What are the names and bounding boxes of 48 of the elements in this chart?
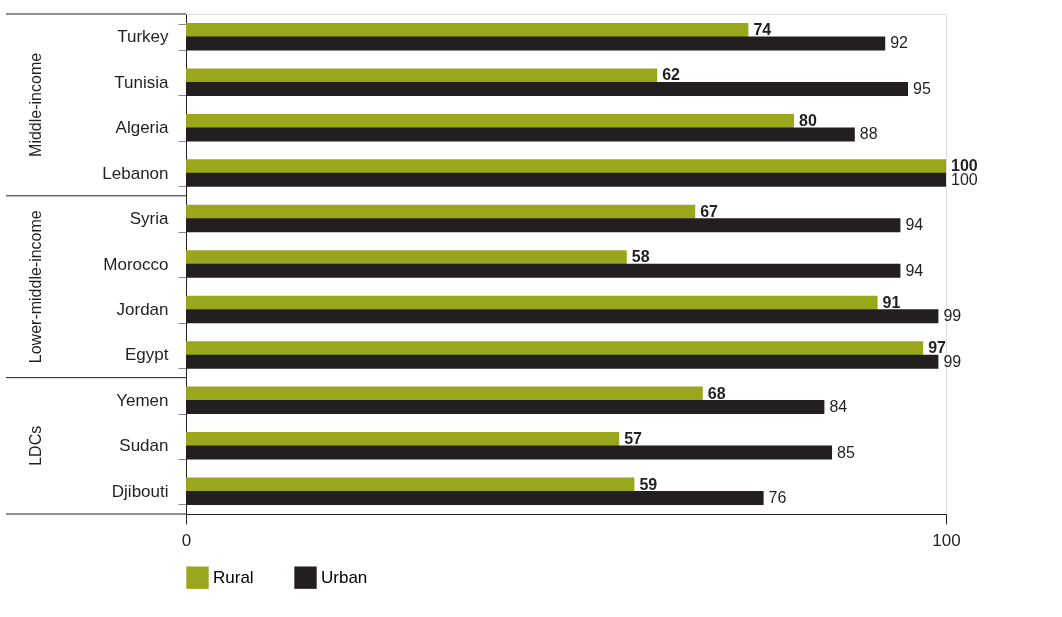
data-label: 59	[639, 475, 658, 493]
data-label: 84	[829, 398, 848, 416]
data-label: 88	[859, 125, 878, 143]
y-tick-label: Lebanon	[102, 163, 169, 183]
y-tick-label: Algeria	[115, 118, 170, 138]
text: LDCs	[27, 425, 44, 466]
bar	[186, 432, 620, 447]
data-label: 100	[951, 170, 978, 188]
data-label: 94	[905, 261, 924, 279]
y-tick-label: Tunisia	[114, 72, 170, 92]
text: Lower-middle-income	[27, 210, 44, 364]
y-tick-label: Yemen	[116, 390, 169, 410]
y-tick-label: Egypt	[125, 345, 169, 365]
bar	[186, 204, 696, 219]
data-label: 76	[768, 489, 787, 507]
data-label: 58	[631, 248, 650, 266]
data-label: 91	[882, 293, 901, 311]
text: Middle-income	[27, 52, 44, 157]
y-tick-label: Morocco	[103, 254, 169, 274]
bar	[186, 159, 946, 174]
data-label: 57	[624, 430, 643, 448]
data-label: 95	[913, 79, 931, 97]
bar	[186, 22, 749, 37]
bar	[186, 68, 658, 83]
bar	[186, 113, 794, 128]
y-tick-label: Jordan	[116, 299, 169, 319]
bar	[186, 295, 878, 310]
data-label: 62	[662, 66, 681, 84]
data-label: 74	[753, 20, 772, 38]
data-label: 68	[707, 384, 726, 402]
y-tick-label: Turkey	[117, 27, 169, 47]
bar	[186, 250, 627, 265]
bar	[186, 386, 703, 401]
data-label: 80	[799, 111, 817, 129]
y-tick-label: Syria	[129, 209, 170, 229]
data-label: 99	[943, 307, 962, 325]
data-label: 94	[905, 216, 924, 234]
x-tick-label: 0	[181, 530, 192, 550]
data-label: 67	[700, 202, 719, 220]
data-label: 85	[837, 443, 855, 461]
legend-label: Rural	[213, 567, 254, 587]
data-label: 92	[890, 34, 909, 52]
y-tick-label: Djibouti	[111, 481, 169, 501]
legend-label: Urban	[321, 567, 368, 587]
bar	[186, 341, 924, 356]
data-label: 99	[943, 352, 962, 370]
y-tick-label: Sudan	[119, 436, 169, 456]
bar	[186, 477, 635, 492]
